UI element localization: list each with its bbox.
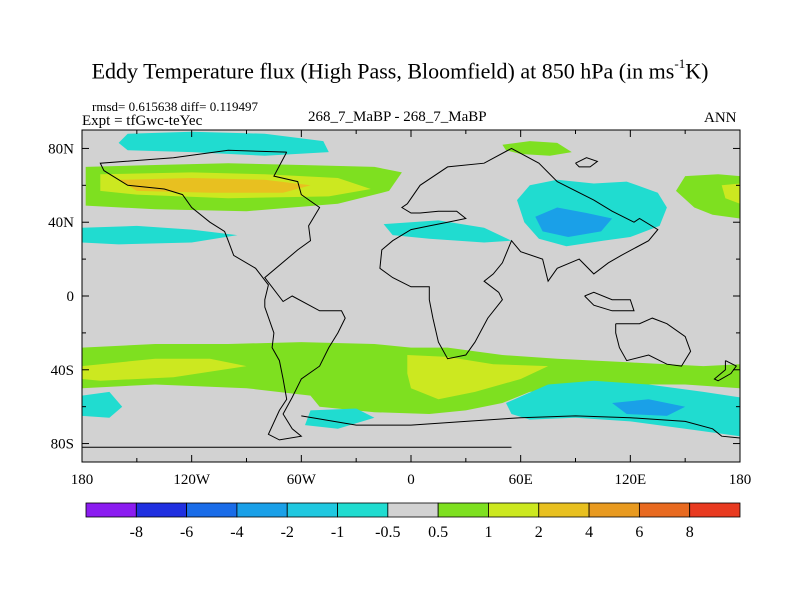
colorbar-box-1 bbox=[135, 502, 188, 518]
colorbar-label-1: -6 bbox=[180, 524, 193, 541]
x-tick-label-4: 60E bbox=[509, 472, 533, 488]
colorbar-label-3: -2 bbox=[281, 524, 294, 541]
x-tick-label-3: 0 bbox=[407, 472, 415, 488]
y-tick-label-0: 80N bbox=[48, 141, 74, 157]
title-superscript: -1 bbox=[674, 56, 686, 71]
colorbar-box-2 bbox=[186, 502, 238, 518]
colorbar-box-0 bbox=[85, 502, 137, 518]
contour-region-0 bbox=[118, 131, 329, 156]
colorbar-box-6 bbox=[387, 502, 439, 518]
chart-title: Eddy Temperature flux (High Pass, Bloomf… bbox=[0, 56, 800, 84]
y-tick-label-1: 40N bbox=[48, 215, 74, 231]
colorbar-box-5 bbox=[337, 502, 389, 518]
colorbar-label-5: -0.5 bbox=[375, 524, 400, 541]
contour-region-3 bbox=[118, 178, 311, 193]
colorbar-box-10 bbox=[588, 502, 640, 518]
contour-region-15 bbox=[305, 408, 375, 429]
coastline-5 bbox=[713, 360, 738, 382]
contour-region-17 bbox=[612, 399, 686, 416]
coastline-6 bbox=[301, 415, 740, 439]
season-label: ANN bbox=[704, 110, 737, 126]
colorbar-label-2: -4 bbox=[230, 524, 243, 541]
contour-region-14 bbox=[82, 391, 123, 418]
colorbar-label-6: 0.5 bbox=[428, 524, 448, 541]
colorbar-label-4: -1 bbox=[331, 524, 344, 541]
contour-region-4 bbox=[82, 225, 238, 245]
colorbar-label-0: -8 bbox=[130, 524, 143, 541]
contour-region-6 bbox=[502, 141, 572, 156]
contour-region-12 bbox=[82, 358, 247, 381]
coastline-1 bbox=[379, 147, 659, 360]
coastline-0 bbox=[99, 149, 346, 441]
colorbar-box-9 bbox=[538, 502, 590, 518]
experiment-label: Expt = tfGwc-teYec bbox=[82, 113, 203, 129]
colorbar-label-9: 4 bbox=[585, 524, 593, 541]
comparison-label: 268_7_MaBP - 268_7_MaBP bbox=[308, 109, 487, 125]
colorbar-box-3 bbox=[236, 502, 288, 518]
colorbar-box-4 bbox=[286, 502, 338, 518]
colorbar-label-7: 1 bbox=[484, 524, 492, 541]
title-main-text: Eddy Temperature flux (High Pass, Bloomf… bbox=[91, 58, 675, 84]
y-tick-label-2: 0 bbox=[67, 289, 75, 305]
colorbar-box-7 bbox=[437, 502, 489, 518]
coastline-2 bbox=[575, 157, 599, 168]
colorbar-box-8 bbox=[488, 502, 540, 518]
y-tick-label-4: 80S bbox=[51, 437, 74, 453]
contour-region-13 bbox=[407, 355, 549, 400]
colorbar-box-11 bbox=[638, 502, 691, 518]
contour-region-10 bbox=[721, 183, 740, 204]
colorbar-label-11: 8 bbox=[686, 524, 694, 541]
contour-region-5 bbox=[383, 220, 512, 243]
x-tick-label-5: 120E bbox=[614, 472, 646, 488]
x-tick-label-1: 120W bbox=[173, 472, 211, 488]
colorbar-box-12 bbox=[689, 502, 741, 518]
y-tick-label-3: 40S bbox=[51, 363, 74, 379]
coastline-4 bbox=[615, 317, 692, 367]
x-tick-label-2: 60W bbox=[287, 472, 317, 488]
title-end-text: K) bbox=[685, 58, 709, 84]
x-tick-label-0: 180 bbox=[71, 472, 94, 488]
contour-region-8 bbox=[535, 207, 613, 237]
colorbar-label-8: 2 bbox=[535, 524, 543, 541]
colorbar-label-10: 6 bbox=[635, 524, 643, 541]
coastline-3 bbox=[584, 291, 635, 312]
x-tick-label-6: 180 bbox=[729, 472, 752, 488]
stats-label: rmsd= 0.615638 diff= 0.119497 bbox=[92, 99, 258, 114]
